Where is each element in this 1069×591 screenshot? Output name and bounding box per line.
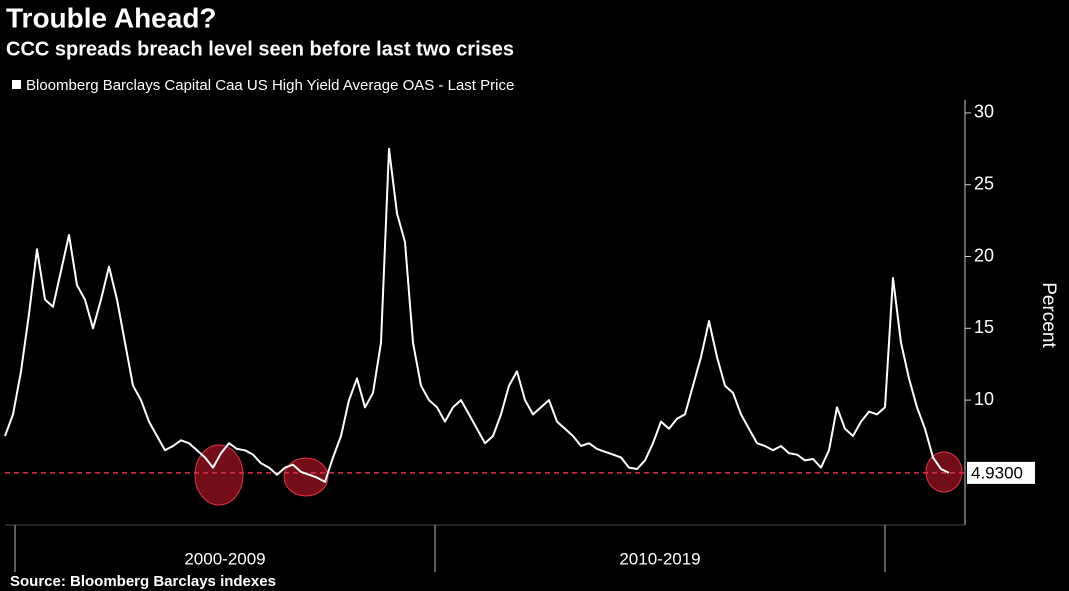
series-line	[4, 147, 950, 483]
y-tick-label: 20	[974, 245, 994, 265]
x-group-label: 2010-2019	[619, 549, 700, 568]
value-label-box	[967, 461, 1035, 484]
source: Source: Bloomberg Barclays indexes	[10, 573, 276, 590]
y-tick-label: 15	[974, 317, 994, 337]
y-tick-label: 25	[974, 173, 994, 193]
y-axis-label: Percent	[1038, 282, 1059, 348]
legend-label: Bloomberg Barclays Capital Caa US High Y…	[26, 77, 514, 94]
x-group-label: 2000-2009	[184, 549, 265, 568]
chart-subtitle: CCC spreads breach level seen before las…	[6, 38, 514, 60]
chart-title: Trouble Ahead?	[6, 2, 217, 33]
value-label: 4.9300	[971, 463, 1023, 482]
highlight-circle	[283, 457, 329, 497]
y-tick-label: 10	[974, 389, 994, 409]
legend-swatch	[12, 80, 21, 89]
y-tick-label: 30	[974, 102, 994, 122]
highlight-circle	[925, 451, 963, 493]
